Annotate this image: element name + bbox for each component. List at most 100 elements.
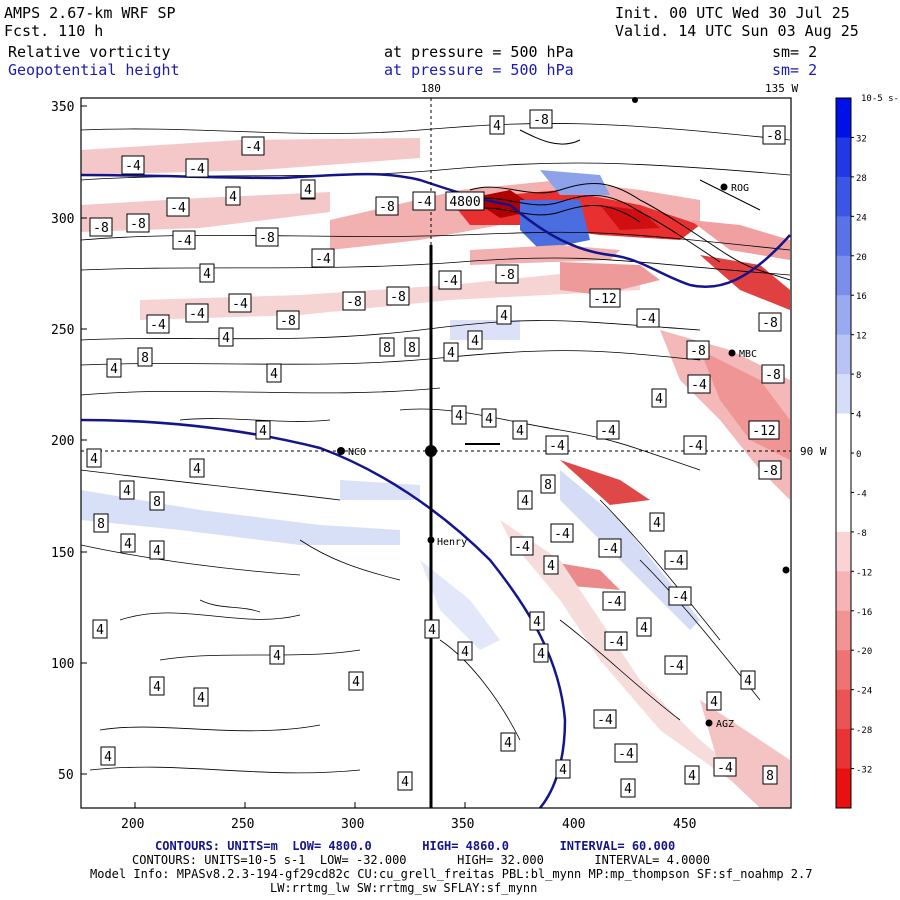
colorbar-band (836, 216, 851, 257)
stations: NCO Henry ROG MBC AGZ (337, 97, 790, 730)
contour-label-box (404, 337, 420, 357)
station-marker (782, 566, 790, 574)
contour-label-box (193, 687, 209, 707)
x-tick: 350 (451, 817, 474, 832)
contour-label: 4 (640, 621, 648, 636)
contour-label: -8 (346, 295, 362, 310)
contour-label-box (540, 474, 556, 494)
contour-label-box (342, 291, 366, 311)
contour-label-box (706, 691, 722, 711)
contour-label-box (93, 513, 109, 533)
colorbar-unit: 10-5 s-1 (861, 94, 900, 104)
contour-label: 4800 (449, 195, 480, 210)
contour-label-box (467, 330, 483, 350)
contour-label-box (166, 197, 190, 217)
colorbar-label: -24 (856, 687, 872, 697)
contour-label: -4 (315, 252, 331, 267)
contour-label: 4 (273, 649, 281, 664)
y-tick: 200 (51, 434, 74, 449)
contour-label-box (649, 512, 665, 532)
contour-label: 4 (688, 769, 696, 784)
contour-label: 4 (203, 267, 211, 282)
contour-label-box (651, 388, 667, 408)
y-tick: 350 (51, 100, 74, 115)
y-tick: 150 (51, 546, 74, 561)
colorbar-band (836, 176, 851, 217)
contour-label-box (397, 771, 413, 791)
contour-label: -4 (176, 234, 192, 249)
contour-label-box (555, 759, 571, 779)
geopotential-contour (81, 172, 791, 808)
contour-label: 4 (744, 674, 752, 689)
contour-label: -4 (672, 590, 688, 605)
contour-label: -8 (390, 290, 406, 305)
contour-label-box (438, 270, 462, 290)
colorbar-label: 12 (856, 332, 867, 342)
contour-label-box (137, 347, 153, 367)
contour-label: -4 (170, 201, 186, 216)
colorbar-band (836, 137, 851, 178)
map-frame (80, 97, 792, 809)
forecast-hour: Fcst. 110 h (4, 22, 104, 40)
colorbar-band (836, 98, 851, 138)
contour-label-box (683, 435, 707, 455)
contour-label-box (146, 314, 170, 334)
contour-label-box (276, 310, 300, 330)
contour-label: -8 (690, 344, 706, 359)
station-label-henry: Henry (437, 537, 467, 548)
contour-label: 4 (516, 424, 524, 439)
contour-label-box (189, 458, 205, 478)
colorbar: 32 28 24 20 16 12 8 4 0 -4 -8 -12 -16 -20 -24 -28 -32 (835, 97, 872, 809)
contour-label: -4 (554, 527, 570, 542)
contour-label: 4 (428, 623, 436, 638)
field2-smoothing: sm= 2 (772, 61, 818, 79)
contour-label: 4 (461, 645, 469, 660)
x-tick: 300 (341, 817, 364, 832)
colorbar-label: 24 (856, 213, 867, 223)
contour-label-box (89, 217, 113, 237)
colorbar-label: -4 (856, 489, 867, 499)
contour-label-box (668, 586, 692, 606)
contour-label: 4 (229, 190, 237, 205)
station-label-mbc: MBC (739, 349, 757, 360)
colorbar-band (836, 334, 851, 375)
contour-label-box (457, 641, 473, 661)
colorbar-band (836, 689, 851, 730)
contour-label-box (748, 420, 780, 440)
colorbar-label: -8 (856, 529, 867, 539)
contour-label: 8 (153, 495, 161, 510)
contour-label: 4 (90, 452, 98, 467)
y-tick: 100 (51, 657, 74, 672)
contour-label-box (119, 480, 135, 500)
contour-label: 4 (547, 559, 555, 574)
contour-label-box (686, 340, 710, 360)
contour-label-box (443, 342, 459, 362)
contour-label-box (86, 448, 102, 468)
longitude-label-180: 180 (421, 82, 441, 95)
colorbar-label: 32 (856, 134, 867, 144)
colorbar-label: 0 (856, 450, 861, 460)
contour-label: -8 (766, 129, 782, 144)
field2-level: at pressure = 500 hPa (384, 61, 574, 79)
contour-label-box (311, 248, 335, 268)
contour-label-box (121, 155, 145, 175)
y-tick: 50 (58, 768, 74, 783)
contour-label: -8 (259, 231, 275, 246)
contour-label: 4 (401, 775, 409, 790)
contour-label-box (149, 540, 165, 560)
contour-label-box (185, 303, 209, 323)
longitude-label-90w: 90 W (800, 445, 827, 458)
colorbar-band (836, 255, 851, 296)
contour-label: 4 (110, 362, 118, 377)
footer-physics-info: LW:rrtmg_lw SW:rrtmg_sw SFLAY:sf_mynn (270, 881, 538, 895)
contour-label-box (758, 312, 782, 332)
contour-label: 8 (766, 769, 774, 784)
contour-label-box (598, 538, 622, 558)
colorbar-label: 28 (856, 174, 867, 184)
pole-marker (425, 445, 437, 457)
contour-label-box (664, 550, 688, 570)
x-tick: 450 (673, 817, 696, 832)
contour-label: -4 (232, 297, 248, 312)
contour-label: 4 (124, 537, 132, 552)
contour-label: 8 (408, 341, 416, 356)
